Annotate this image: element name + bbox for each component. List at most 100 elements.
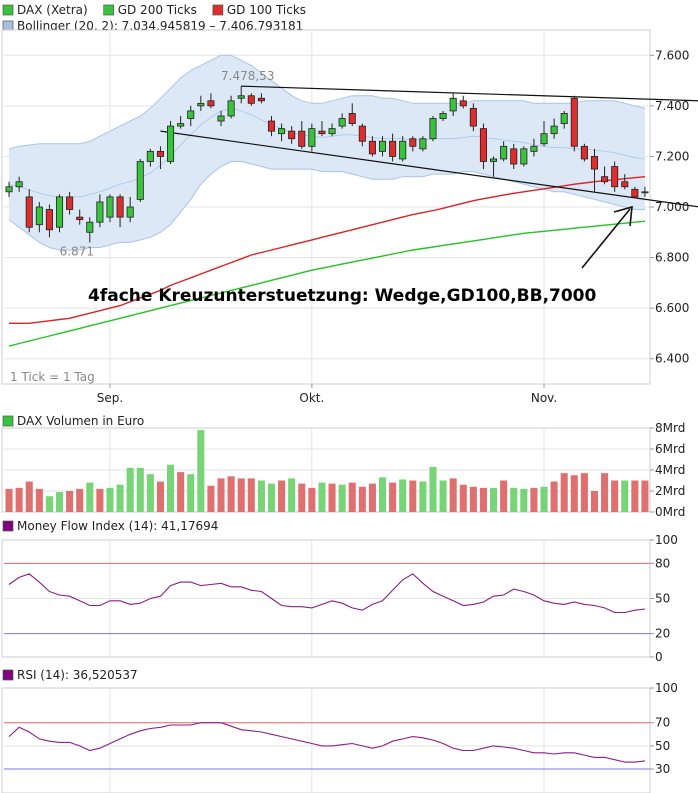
volume-bar bbox=[227, 476, 235, 512]
y-tick-label: 6Mrd bbox=[655, 442, 685, 456]
volume-bar bbox=[348, 482, 356, 512]
candle bbox=[500, 145, 508, 160]
volume-bar bbox=[409, 480, 417, 512]
legend-label: DAX Volumen in Euro bbox=[17, 414, 144, 428]
candle bbox=[267, 120, 276, 132]
candle bbox=[227, 100, 235, 117]
volume-bar bbox=[96, 488, 104, 512]
square-green-icon bbox=[2, 4, 14, 16]
candle bbox=[368, 140, 376, 155]
candle bbox=[590, 156, 599, 170]
candle bbox=[530, 145, 538, 152]
candle bbox=[611, 166, 619, 188]
rsi-line bbox=[8, 722, 646, 763]
volume-bar bbox=[449, 478, 457, 512]
volume-bar bbox=[550, 481, 558, 512]
volume-bar bbox=[459, 484, 467, 512]
y-tick-label: 7.600 bbox=[655, 48, 689, 62]
volume-bar bbox=[167, 464, 175, 512]
candle bbox=[217, 115, 225, 122]
candle bbox=[136, 161, 144, 200]
y-tick-label: 2Mrd bbox=[655, 484, 685, 498]
volume-bar bbox=[641, 480, 649, 512]
volume-bar bbox=[358, 486, 366, 512]
volume-bar bbox=[338, 484, 346, 512]
wedge-upper-trendline bbox=[241, 85, 698, 102]
volume-bar bbox=[601, 473, 609, 512]
volume-bar bbox=[570, 475, 578, 512]
candle bbox=[328, 128, 336, 135]
legend-label: GD 200 Ticks bbox=[118, 3, 197, 17]
candle bbox=[308, 128, 316, 147]
candle bbox=[146, 150, 154, 162]
y-tick-label: 6.400 bbox=[655, 352, 689, 366]
volume-bar bbox=[399, 479, 407, 512]
candle bbox=[550, 125, 558, 135]
volume-bar bbox=[237, 478, 245, 512]
annotation-arrow-head bbox=[613, 205, 633, 227]
volume-bar bbox=[106, 487, 114, 512]
y-tick-label: 70 bbox=[655, 716, 670, 730]
square-green-icon bbox=[2, 415, 14, 427]
volume-bar bbox=[45, 496, 53, 512]
candle bbox=[25, 196, 33, 228]
y-tick-label: 20 bbox=[655, 627, 670, 641]
x-tick-label: Okt. bbox=[299, 391, 324, 405]
candle bbox=[580, 145, 588, 160]
volume-bar bbox=[187, 474, 195, 512]
candle bbox=[278, 128, 286, 135]
y-tick-label: 7.200 bbox=[655, 149, 689, 163]
candle bbox=[106, 196, 114, 218]
volume-bar bbox=[429, 466, 437, 512]
volume-bar bbox=[55, 492, 64, 512]
volume-bar bbox=[439, 480, 447, 512]
volume-bar bbox=[217, 478, 225, 512]
y-tick-label: 50 bbox=[655, 739, 670, 753]
volume-bar bbox=[257, 480, 265, 512]
volume-bar bbox=[136, 467, 144, 512]
candle bbox=[469, 107, 477, 127]
candle bbox=[419, 138, 427, 150]
volume-bar bbox=[267, 483, 276, 512]
high-label: 7.478,53 bbox=[221, 69, 274, 83]
y-tick-label: 0 bbox=[655, 650, 663, 664]
volume-bar bbox=[378, 477, 387, 512]
candle bbox=[490, 158, 498, 162]
bollinger-lower-line bbox=[8, 161, 645, 251]
candle bbox=[439, 113, 447, 119]
volume-bar bbox=[479, 487, 487, 512]
candle bbox=[621, 181, 629, 188]
candle bbox=[409, 138, 417, 147]
volume-bar bbox=[116, 484, 124, 512]
candle bbox=[560, 113, 568, 124]
volume-bar bbox=[177, 472, 185, 512]
candle bbox=[86, 221, 94, 233]
candle bbox=[167, 125, 175, 162]
volume-bar bbox=[126, 467, 134, 512]
candle bbox=[449, 97, 457, 112]
legend-label: Money Flow Index (14): 41,17694 bbox=[17, 519, 218, 533]
y-tick-label: 6.600 bbox=[655, 301, 689, 315]
candle bbox=[45, 209, 53, 231]
candle bbox=[247, 95, 255, 104]
candle bbox=[540, 133, 548, 145]
candle bbox=[76, 216, 84, 221]
candle bbox=[55, 196, 64, 228]
candle bbox=[257, 97, 265, 102]
volume-bar bbox=[15, 487, 23, 512]
candle bbox=[66, 196, 74, 210]
volume-bar bbox=[510, 487, 518, 512]
gd100-line bbox=[9, 176, 646, 324]
candle bbox=[429, 118, 437, 140]
volume-bar bbox=[5, 488, 13, 512]
candle bbox=[378, 140, 387, 152]
y-tick-label: 0Mrd bbox=[655, 505, 685, 519]
y-tick-label: 4Mrd bbox=[655, 463, 685, 477]
y-tick-label: 50 bbox=[655, 592, 670, 606]
volume-bar bbox=[530, 487, 538, 512]
candle bbox=[288, 130, 296, 140]
candle bbox=[116, 196, 124, 218]
square-green-icon bbox=[103, 4, 115, 16]
candle bbox=[510, 148, 518, 165]
volume-bar bbox=[318, 482, 326, 512]
